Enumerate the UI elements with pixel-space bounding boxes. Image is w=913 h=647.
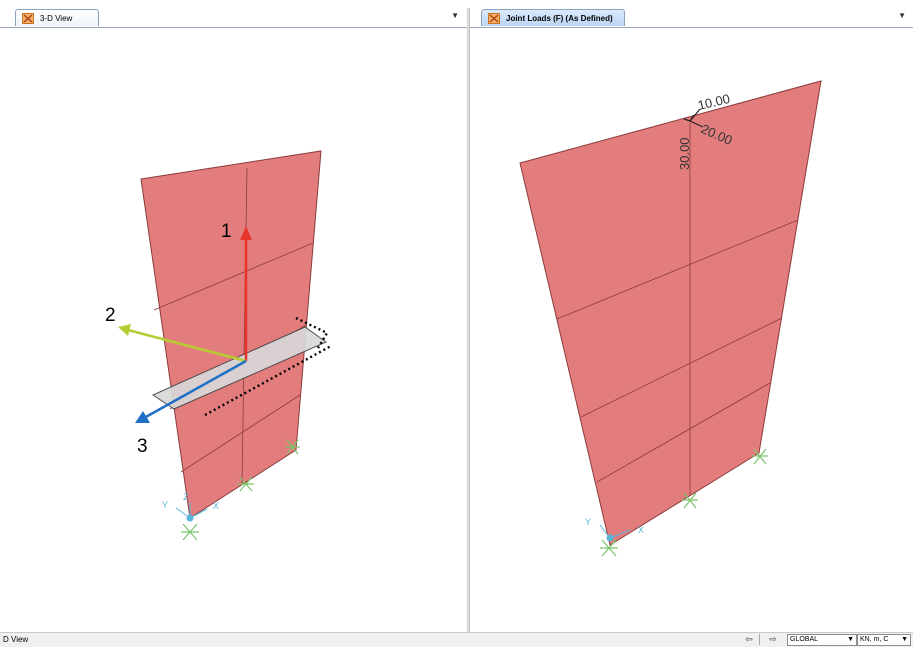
coordinate-system-value: GLOBAL (790, 636, 819, 643)
view-window-icon (22, 13, 34, 24)
joint-load-arrows (683, 108, 704, 128)
chevron-down-icon: ▼ (847, 636, 854, 643)
left-view-pane[interactable]: 3-D View ▼ (0, 8, 467, 632)
global-axes-icon (175, 502, 208, 522)
separator (759, 634, 760, 645)
global-y-label: Y (585, 517, 591, 527)
axis-1-label: 1 (221, 221, 232, 242)
axis-2-arrow (127, 328, 247, 363)
right-tab-bar: Joint Loads (F) (As Defined) ▼ (470, 8, 913, 28)
units-value: KN, m, C (860, 636, 889, 643)
load-value-30: 30.00 (677, 137, 692, 170)
units-select[interactable]: KN, m, C ▼ (857, 634, 911, 646)
tab-joint-loads[interactable]: Joint Loads (F) (As Defined) (481, 9, 625, 26)
axis-2-label: 2 (105, 305, 116, 326)
tab-3d-view[interactable]: 3-D View (15, 9, 99, 26)
axis-3-label: 3 (137, 436, 148, 457)
axis-3-arrow (143, 359, 247, 420)
arrow-right-icon[interactable]: ⇨ (769, 634, 777, 644)
arrow-left-icon[interactable]: ⇦ (745, 634, 753, 644)
status-bar: D View ⇦ ⇨ GLOBAL ▼ KN, m, C ▼ (0, 632, 913, 647)
3d-view-canvas[interactable]: 1 2 3 Y Z X (0, 28, 467, 632)
global-z-label: Z (183, 492, 189, 502)
tab-dropdown-icon[interactable]: ▼ (451, 11, 459, 20)
support-icon (181, 439, 300, 541)
tab-3d-view-label: 3-D View (40, 14, 73, 23)
pane-splitter[interactable] (467, 8, 470, 632)
tab-dropdown-icon[interactable]: ▼ (898, 11, 906, 20)
global-x-label: X (213, 501, 219, 511)
global-y-label: Y (162, 500, 168, 510)
right-view-pane[interactable]: Joint Loads (F) (As Defined) ▼ 10.00 20.… (470, 8, 913, 632)
chevron-down-icon: ▼ (901, 636, 908, 643)
status-text: D View (3, 635, 29, 644)
support-icon (600, 448, 768, 557)
load-value-10: 10.00 (696, 91, 731, 113)
global-axes-icon (599, 524, 631, 542)
tab-joint-loads-label: Joint Loads (F) (As Defined) (506, 14, 613, 23)
view-window-icon (488, 13, 500, 24)
wall-shell[interactable] (519, 80, 822, 546)
coordinate-system-select[interactable]: GLOBAL ▼ (787, 634, 857, 646)
global-x-label: X (638, 525, 644, 535)
joint-loads-canvas[interactable]: 10.00 20.00 30.00 Y X (470, 28, 913, 632)
left-tab-bar: 3-D View ▼ (0, 8, 467, 28)
